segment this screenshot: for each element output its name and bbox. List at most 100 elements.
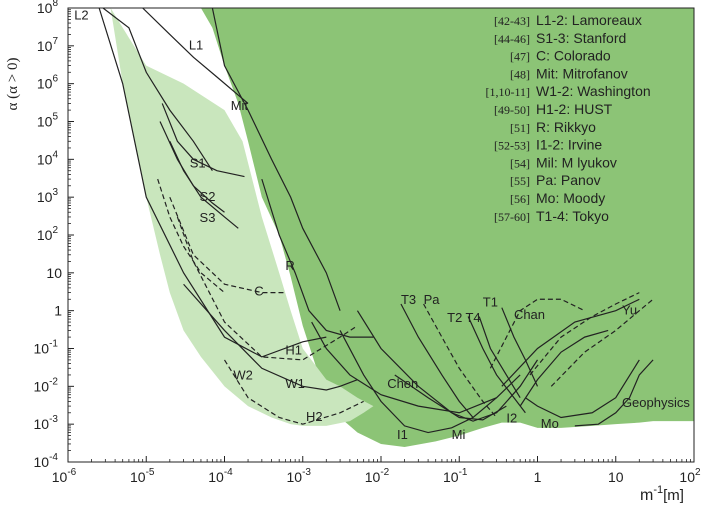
legend-ref: [51]	[510, 121, 530, 135]
y-tick-label: 106	[37, 74, 59, 92]
legend-entry: Mo: Moody	[536, 190, 605, 206]
x-axis-label-base: m	[640, 487, 653, 504]
x-tick-label: 1	[534, 469, 542, 485]
legend-entry: Mil: M lyukov	[536, 154, 617, 170]
y-tick-label: 10-4	[34, 452, 59, 470]
y-tick-label: 10-3	[34, 414, 59, 432]
legend-ref: [56]	[510, 192, 530, 206]
curve-label-h1: H1	[285, 342, 302, 357]
y-tick-label: 105	[37, 112, 59, 130]
curve-label-s3: S3	[200, 210, 216, 225]
legend-ref: [54]	[510, 156, 530, 170]
legend-ref: [49-50]	[494, 103, 530, 117]
legend-ref: [55]	[510, 174, 530, 188]
curve-Geophysics	[574, 359, 654, 427]
legend-ref: [42-43]	[494, 14, 530, 28]
x-tick-label: 10-4	[208, 467, 233, 485]
y-tick-label: 103	[37, 187, 59, 205]
curve-W2	[98, 8, 327, 358]
curve-label-mo: Mo	[541, 416, 559, 431]
legend: [42-43] L1-2: Lamoreaux [44-46] S1-3: Stanf…	[485, 12, 650, 224]
constraint-curves	[98, 8, 654, 434]
x-axis-label-exponent: -1	[653, 484, 663, 496]
curve-label-l1: L1	[189, 37, 203, 52]
x-tick-label: 10-5	[130, 467, 155, 485]
x-tick-label: 10-1	[443, 467, 468, 485]
y-axis-ticks: 10-4 10-3 10-2 10-1 1 10 102 103 104 105 106 107 108	[34, 0, 74, 470]
curve-label-r: R	[285, 258, 294, 273]
curve-C	[169, 196, 286, 294]
curve-S1	[161, 103, 245, 178]
y-tick-label: 10-1	[34, 339, 59, 357]
x-tick-label: 10-6	[52, 467, 77, 485]
legend-entry: H1-2: HUST	[536, 101, 613, 117]
curve-Pa	[423, 303, 498, 418]
curve-label-h2: H2	[306, 409, 323, 424]
legend-entry: S1-3: Stanford	[536, 30, 626, 46]
curve-L1	[142, 8, 249, 104]
legend-ref: [44-46]	[494, 32, 530, 46]
y-tick-label: 107	[37, 36, 59, 54]
curve-W1	[183, 283, 358, 391]
curve-label-t4: T4	[465, 310, 480, 325]
y-tick-label: 104	[37, 149, 59, 167]
curve-S-dashed	[157, 178, 225, 294]
y-tick-label: 108	[37, 0, 59, 16]
curve-upper-tail	[519, 329, 609, 407]
x-axis-label: m-1[m]	[640, 484, 684, 504]
x-tick-label: 102	[679, 467, 701, 485]
x-tick-label: 10	[608, 469, 624, 485]
curve-Yu-3	[501, 298, 640, 387]
curve-label-yu: Yu	[622, 302, 637, 317]
curve-Mi	[394, 374, 507, 421]
x-axis-ticks: 10-6 10-5 10-4 10-3 10-2 10-1 1 10 102	[52, 456, 701, 485]
curve-S3	[169, 141, 239, 229]
curve-Chen	[311, 321, 521, 414]
x-tick-label: 10-2	[365, 467, 390, 485]
legend-entry: I1-2: Irvine	[536, 137, 602, 153]
curve-label-mi: Mi	[452, 427, 466, 442]
curve-Mo	[525, 359, 640, 419]
curve-T2	[467, 316, 526, 414]
curve-label-w2: W2	[233, 368, 253, 383]
legend-ref: [1,10-11]	[485, 85, 530, 99]
legend-entry: Pa: Panov	[536, 172, 601, 188]
legend-ref: [57-60]	[494, 210, 530, 224]
legend-ref: [47]	[510, 50, 530, 64]
curve-R	[261, 178, 374, 338]
curve-H1	[176, 216, 358, 361]
curve-label-l2: L2	[74, 7, 88, 22]
legend-ref: [48]	[510, 67, 530, 81]
curve-label-pa: Pa	[424, 292, 441, 307]
curve-label-chan: Chan	[514, 307, 545, 322]
curve-label-t2: T2	[447, 310, 462, 325]
curve-label-i2: I2	[506, 411, 517, 426]
y-tick-label: 10	[46, 265, 62, 281]
x-axis-label-unit: [m]	[663, 487, 684, 504]
legend-entry: W1-2: Washington	[536, 83, 651, 99]
curve-label-w1: W1	[285, 376, 305, 391]
excluded-regions	[68, 8, 694, 447]
curve-label-i1: I1	[397, 427, 408, 442]
y-tick-label: 1	[54, 303, 62, 319]
curve-label-mit: Mit	[231, 98, 249, 113]
curve-label-geophysics: Geophysics	[622, 395, 690, 410]
x-tick-label: 10-3	[287, 467, 312, 485]
curve-Yu-2	[550, 298, 654, 387]
curve-T4	[478, 316, 521, 399]
legend-ref: [52-53]	[494, 139, 530, 153]
region-excluded-light	[110, 8, 374, 426]
curve-Yu	[529, 292, 640, 376]
curve-label-chen: Chen	[387, 376, 418, 391]
curve-T3	[400, 303, 474, 418]
curve-Mit	[211, 8, 341, 311]
y-tick-label: 102	[37, 225, 59, 243]
curve-label-t1: T1	[483, 294, 498, 309]
legend-entry: C: Colorado	[536, 48, 611, 64]
curve-label-c: C	[254, 284, 263, 299]
legend-entry: Mit: Mitrofanov	[536, 65, 628, 81]
y-axis-label: α (α > 0)	[5, 58, 21, 111]
legend-entry: L1-2: Lamoreaux	[536, 12, 642, 28]
